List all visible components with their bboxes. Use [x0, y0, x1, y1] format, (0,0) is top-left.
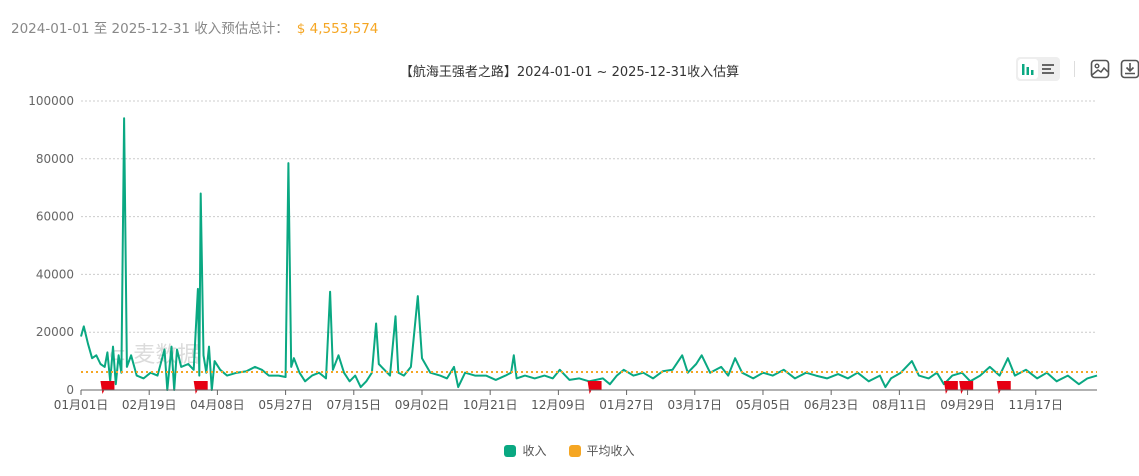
x-tick-label: 07月15日 [327, 398, 382, 412]
event-flag-icon [959, 381, 974, 394]
x-tick-label: 06月23日 [804, 398, 859, 412]
revenue-total: $ 4,553,574 [296, 21, 379, 37]
x-tick-label: 09月02日 [395, 398, 450, 412]
legend-item-income[interactable]: 收入 [504, 442, 547, 459]
chart-toolbar [1016, 57, 1139, 81]
event-flag-icon [996, 381, 1011, 394]
x-tick-label: 05月05日 [736, 398, 791, 412]
list-icon[interactable] [1038, 59, 1058, 79]
bar-chart-icon[interactable] [1018, 59, 1038, 79]
legend-swatch-average [568, 444, 581, 457]
date-range-label: 2024-01-01 至 2025-12-31 收入预估总计： [11, 21, 289, 37]
chart-title: 【航海王强者之路】2024-01-01 ~ 2025-12-31收入估算 [399, 65, 740, 80]
x-tick-label: 10月21日 [463, 398, 518, 412]
event-flag-icon [943, 381, 958, 394]
x-tick-label: 11月17日 [1008, 398, 1063, 412]
x-tick-label: 05月27日 [258, 398, 313, 412]
legend-label-average: 平均收入 [586, 444, 635, 458]
y-tick-label: 20000 [36, 325, 74, 339]
y-tick-label: 80000 [36, 152, 74, 166]
y-tick-label: 100000 [28, 94, 74, 108]
x-tick-label: 08月11日 [872, 398, 927, 412]
legend-item-average[interactable]: 平均收入 [568, 442, 635, 459]
x-tick-label: 09月29日 [940, 398, 995, 412]
event-flag-icon [587, 381, 602, 394]
x-tick-label: 01月27日 [599, 398, 654, 412]
x-tick-label: 01月01日 [54, 398, 109, 412]
revenue-summary: 2024-01-01 至 2025-12-31 收入预估总计： $ 4,553,5… [11, 17, 378, 37]
watermark-logo: ⊂ 麦数据 [108, 343, 199, 368]
image-icon[interactable] [1089, 58, 1111, 80]
chart-type-toggle [1016, 57, 1060, 81]
legend-swatch-income [504, 444, 517, 457]
x-tick-label: 12月09日 [531, 398, 586, 412]
x-tick-label: 02月19日 [122, 398, 177, 412]
toolbar-divider [1074, 61, 1075, 77]
event-flag-icon [193, 381, 208, 394]
x-tick-label: 03月17日 [668, 398, 723, 412]
y-tick-label: 40000 [36, 267, 74, 281]
chart-legend: 收入 平均收入 [0, 442, 1139, 459]
event-flag-icon [100, 381, 115, 394]
y-tick-label: 60000 [36, 210, 74, 224]
x-tick-label: 04月08日 [190, 398, 245, 412]
legend-label-income: 收入 [522, 444, 547, 458]
y-tick-label: 0 [66, 383, 74, 397]
